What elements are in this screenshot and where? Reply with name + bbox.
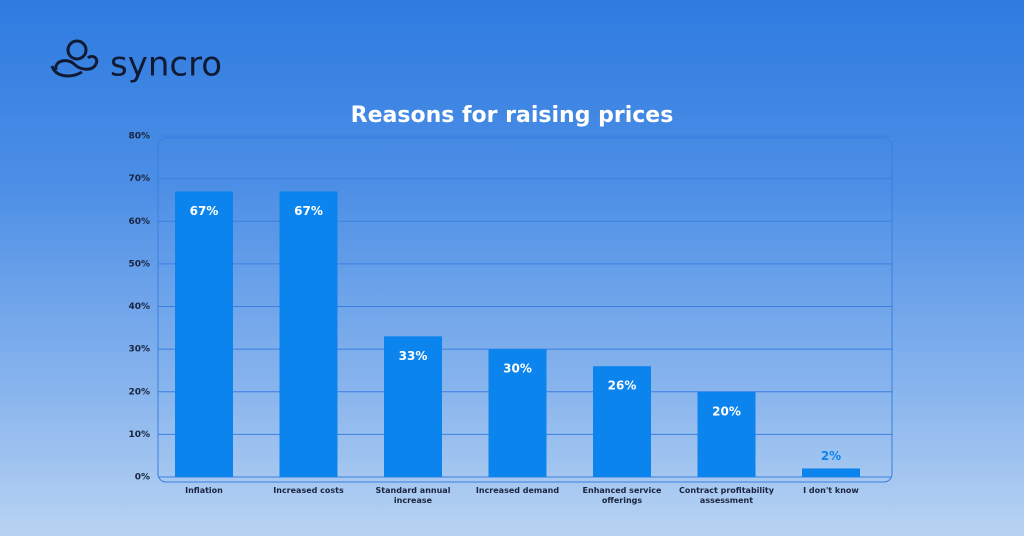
y-tick-label: 80% (128, 132, 150, 142)
brand-name: syncro (110, 45, 222, 85)
chart-title: Reasons for raising prices (351, 103, 674, 128)
data-label: 2% (821, 449, 841, 463)
bar (175, 191, 233, 477)
bar (697, 391, 756, 477)
data-label: 30% (503, 362, 532, 376)
data-label: 67% (294, 204, 323, 218)
y-tick-label: 20% (128, 387, 150, 397)
y-tick-label: 30% (128, 345, 150, 355)
y-tick-label: 10% (128, 430, 150, 440)
bar (593, 366, 651, 477)
x-tick-label: I don't know (803, 486, 859, 495)
x-tick-label: Increased demand (475, 486, 560, 495)
data-label: 20% (712, 404, 741, 418)
data-label: 26% (608, 379, 637, 393)
bar (802, 468, 860, 477)
x-tick-label: Inflation (185, 486, 223, 495)
data-label: 33% (399, 349, 428, 363)
y-tick-label: 70% (128, 174, 150, 184)
logo-icon (50, 39, 99, 78)
x-tick-label: Enhanced service offerings (582, 486, 662, 505)
y-tick-label: 60% (128, 217, 150, 227)
x-tick-label: Contract profitability assessment (679, 486, 774, 505)
data-label: 67% (190, 204, 219, 218)
bar (384, 336, 442, 477)
y-tick-label: 40% (128, 302, 150, 312)
y-tick-label: 0% (135, 473, 150, 483)
x-tick-label: Standard annual increase (375, 486, 451, 505)
y-tick-label: 50% (128, 259, 150, 269)
plot-frame (157, 137, 893, 483)
x-tick-label: Increased costs (273, 486, 344, 495)
bar (279, 191, 338, 477)
bar (488, 349, 547, 477)
